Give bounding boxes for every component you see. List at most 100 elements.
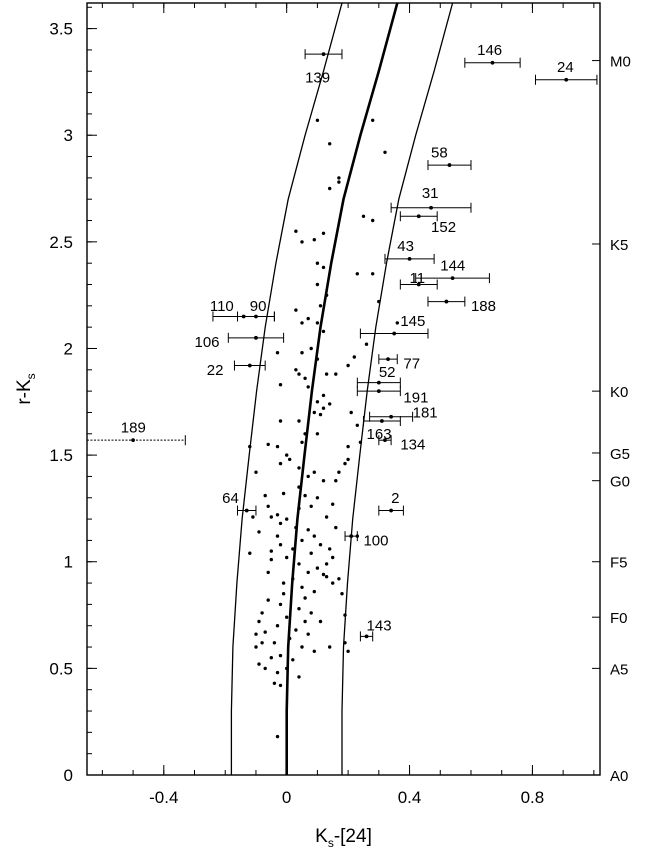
data-point [278, 383, 283, 387]
data-point [331, 581, 335, 585]
data-point [300, 645, 304, 649]
point-label: 143 [367, 618, 392, 635]
labeled-point-marker [386, 357, 390, 362]
labeled-point-43: 43 [384, 238, 435, 264]
data-point [377, 299, 381, 304]
labeled-point-52: 52 [356, 364, 401, 388]
data-point [355, 423, 359, 427]
data-point [257, 619, 261, 624]
y-tick-label: 3.5 [49, 20, 73, 39]
point-label: 22 [207, 362, 224, 379]
data-point [355, 272, 359, 276]
point-label: 139 [305, 70, 330, 87]
data-point [269, 656, 273, 660]
data-point [318, 543, 323, 547]
data-point [300, 240, 304, 244]
point-label: 43 [397, 238, 414, 255]
labeled-point-90: 90 [237, 298, 275, 322]
y-axis-title: r-Ks [14, 373, 38, 404]
data-point [297, 506, 301, 511]
data-point [352, 355, 356, 359]
data-point [278, 653, 283, 658]
labeled-point-22: 22 [207, 360, 266, 379]
x-axis-title: Ks-[24] [315, 826, 372, 850]
data-point [297, 372, 301, 376]
data-point [315, 432, 320, 436]
x-tick-label: 0.8 [521, 788, 545, 807]
data-point [315, 496, 320, 500]
data-point [309, 504, 313, 508]
labeled-point-marker [389, 414, 394, 419]
data-point [371, 272, 375, 276]
axis-ticks: -0.4 0 0.4 0.8 0 0.5 1 1.5 2 2.5 3 3.5 [49, 3, 595, 807]
data-point [306, 528, 310, 532]
left-envelope-curve [230, 3, 343, 775]
data-point [309, 611, 313, 615]
point-label: 100 [363, 532, 388, 549]
data-point [248, 551, 252, 555]
labeled-point-marker [416, 214, 421, 219]
data-point [281, 581, 286, 585]
data-point [321, 393, 326, 398]
labeled-point-marker [416, 282, 421, 287]
labeled-point-marker [447, 163, 452, 167]
spectral-type-label: F0 [610, 610, 628, 627]
labeled-point-marker [349, 534, 354, 539]
data-point [300, 440, 304, 444]
labeled-points-layer: 139 146 24 58 31 152 43 144 11 188 110 90 106 145 22 77… [87, 42, 598, 642]
labeled-point-144: 144 [415, 257, 490, 284]
labeled-point-146: 146 [464, 42, 521, 68]
y-tick-label: 1.5 [49, 446, 73, 465]
labeled-point-marker [321, 52, 326, 57]
data-point [272, 641, 277, 645]
data-point [300, 351, 304, 355]
data-point [294, 628, 298, 632]
right-envelope-curve [341, 3, 454, 775]
labeled-point-marker [564, 77, 569, 82]
data-point [349, 410, 353, 415]
data-point [343, 641, 347, 645]
data-point [278, 543, 283, 547]
labeled-point-marker [490, 60, 495, 65]
data-point [346, 649, 350, 653]
data-point [324, 372, 329, 376]
data-point [315, 400, 320, 404]
data-point [328, 402, 332, 406]
data-point [251, 515, 255, 519]
data-point [254, 470, 258, 474]
spectral-type-label: K5 [610, 237, 628, 254]
data-point [312, 649, 316, 653]
data-point [337, 180, 341, 184]
data-point [278, 461, 283, 466]
labeled-point-31: 31 [390, 185, 472, 213]
data-point [321, 479, 326, 483]
data-point [324, 562, 329, 566]
data-point [263, 493, 267, 498]
data-point [269, 557, 273, 562]
data-point [294, 229, 298, 233]
labeled-point-163: 163 [362, 415, 401, 443]
x-tick-label: 0.4 [398, 788, 422, 807]
data-point [288, 636, 292, 641]
y-tick-label: 2.5 [49, 233, 73, 252]
data-point [291, 577, 295, 581]
point-label: 24 [557, 59, 574, 76]
data-point [312, 410, 316, 415]
data-point [297, 607, 301, 611]
y-tick-label: 0.5 [49, 659, 73, 678]
data-point [254, 645, 258, 649]
labeled-point-marker [450, 276, 455, 281]
data-point [306, 316, 310, 321]
labeled-point-106: 106 [195, 332, 285, 351]
labeled-point-58: 58 [427, 144, 472, 171]
point-label: 189 [121, 419, 146, 436]
data-point [278, 602, 283, 607]
data-point [343, 613, 347, 617]
data-point [285, 555, 289, 560]
y-tick-label: 0 [64, 766, 73, 785]
data-point [285, 453, 289, 457]
labeled-point-marker [389, 508, 394, 513]
data-point [297, 419, 301, 423]
data-point [285, 517, 289, 521]
